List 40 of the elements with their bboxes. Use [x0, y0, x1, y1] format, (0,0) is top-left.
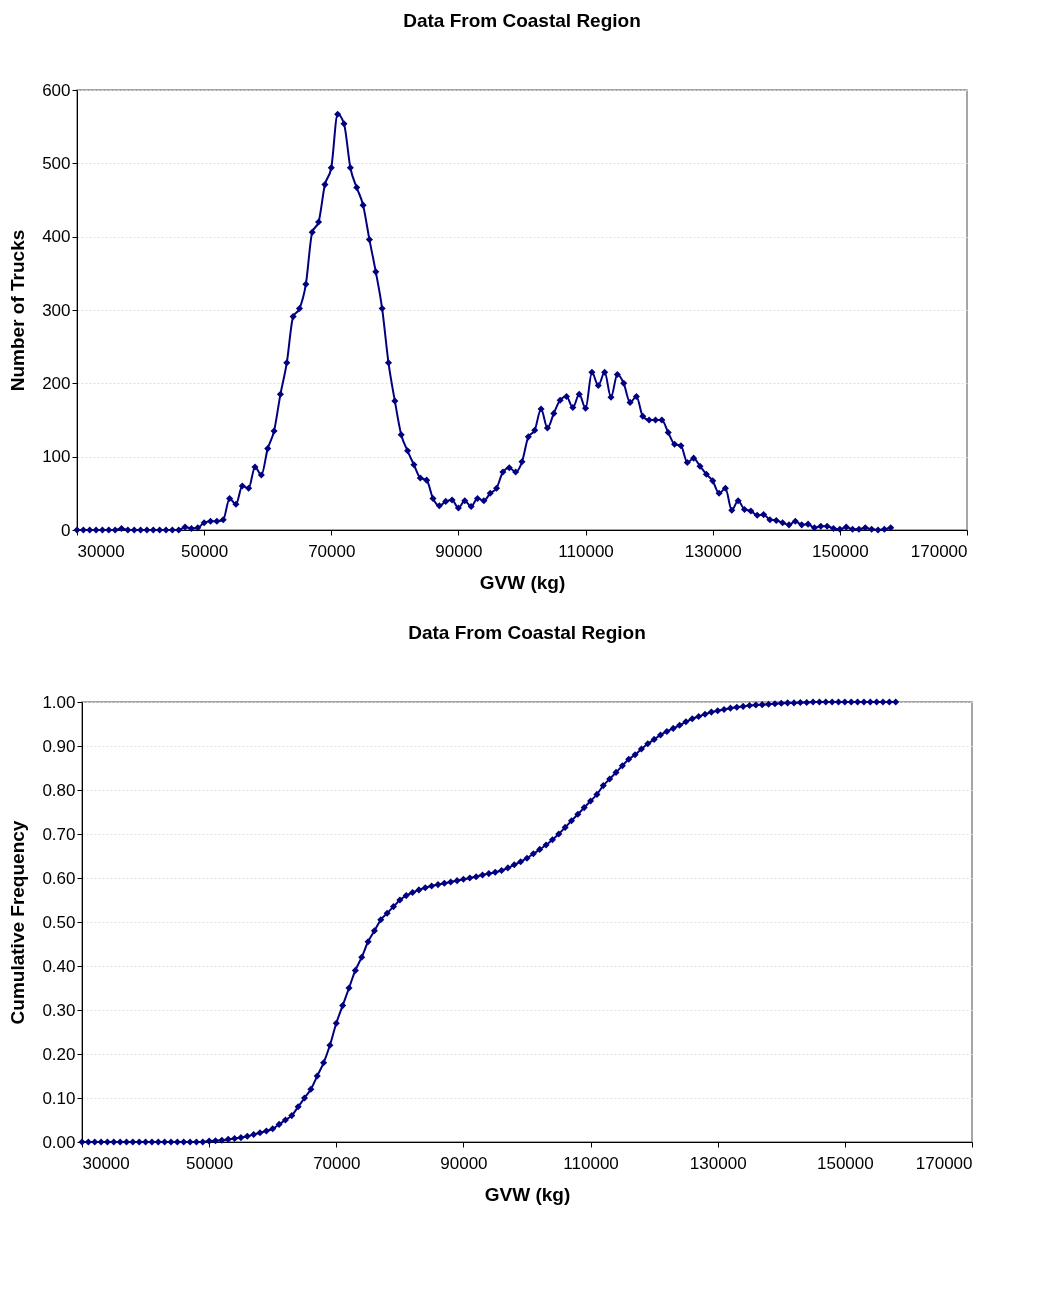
- y-tick-label: 0.40: [42, 956, 76, 976]
- x-tick-label: 30000: [77, 541, 125, 561]
- y-tick-label: 0.90: [42, 736, 76, 756]
- x-axis-title: GVW (kg): [484, 1183, 571, 1205]
- x-tick-label: 30000: [82, 1153, 130, 1173]
- y-tick-label: 1.00: [42, 692, 76, 712]
- x-tick-label: 90000: [435, 541, 483, 561]
- x-tick-label: 150000: [816, 1153, 874, 1173]
- y-axis-title: Cumulative Frequency: [7, 820, 29, 1025]
- x-tick-label: 90000: [440, 1153, 488, 1173]
- y-tick-label: 0.20: [42, 1044, 76, 1064]
- x-tick-label: 50000: [186, 1153, 234, 1173]
- y-tick-label: 0.10: [42, 1088, 76, 1108]
- chart-title: Data From Coastal Region: [408, 622, 646, 643]
- x-tick-label: 110000: [563, 1153, 619, 1173]
- y-tick-label: 200: [42, 373, 71, 393]
- y-tick-label: 0.60: [42, 868, 76, 888]
- y-axis-title: Number of Trucks: [7, 229, 29, 392]
- x-tick-label: 150000: [811, 541, 869, 561]
- x-tick-label: 130000: [689, 1153, 747, 1173]
- y-tick-label: 600: [42, 80, 71, 100]
- y-tick-label: 0.30: [42, 1000, 76, 1020]
- y-tick-label: 400: [42, 227, 71, 247]
- y-tick-label: 0.50: [42, 912, 76, 932]
- y-tick-label: 300: [42, 300, 71, 320]
- x-tick-label: 130000: [684, 541, 742, 561]
- x-tick-label: 170000: [910, 541, 968, 561]
- y-tick-label: 0.80: [42, 780, 76, 800]
- y-tick-label: 0.00: [42, 1132, 76, 1152]
- y-tick-label: 100: [42, 447, 71, 467]
- x-tick-label: 110000: [558, 541, 614, 561]
- y-tick-label: 0: [61, 520, 71, 540]
- x-tick-label: 70000: [308, 541, 356, 561]
- x-tick-label: 50000: [181, 541, 229, 561]
- chart-title: Data From Coastal Region: [403, 10, 641, 31]
- y-tick-label: 0.70: [42, 824, 76, 844]
- x-tick-label: 70000: [313, 1153, 361, 1173]
- y-tick-label: 500: [42, 153, 71, 173]
- x-tick-label: 170000: [915, 1153, 973, 1173]
- x-axis-title: GVW (kg): [479, 571, 566, 593]
